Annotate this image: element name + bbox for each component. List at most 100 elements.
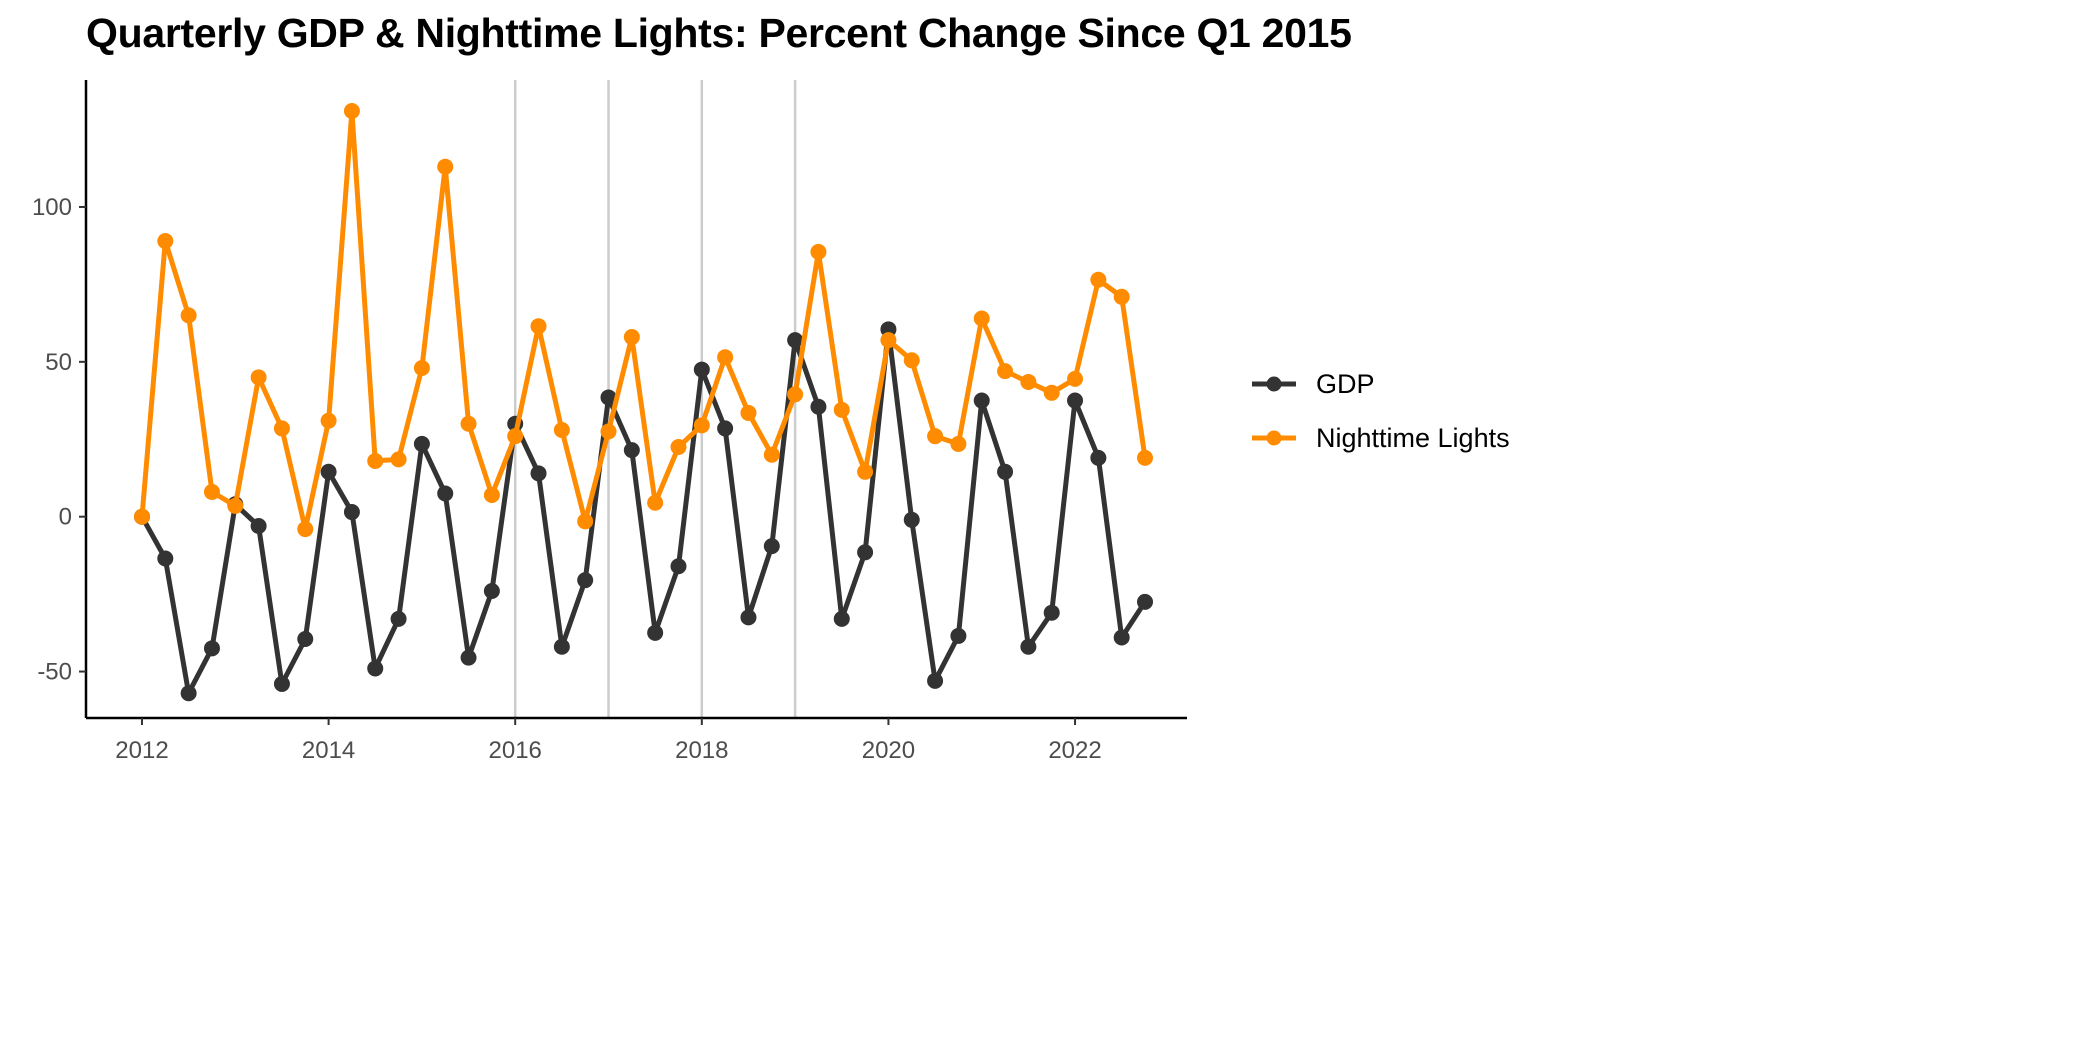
data-point-nighttime-lights <box>577 513 594 530</box>
data-point-nighttime-lights <box>717 349 734 366</box>
x-tick-label-2022: 2022 <box>1048 737 1101 764</box>
data-point-gdp <box>833 610 850 627</box>
data-point-gdp <box>1090 449 1107 466</box>
data-point-gdp <box>857 544 874 561</box>
y-tick-label-50: -50 <box>37 659 72 686</box>
legend-swatch-nighttime-lights <box>1252 430 1296 446</box>
data-point-gdp <box>600 389 617 406</box>
data-point-gdp <box>180 685 197 702</box>
data-point-nighttime-lights <box>740 404 757 421</box>
data-point-gdp <box>1137 593 1154 610</box>
data-point-gdp <box>273 675 290 692</box>
data-point-gdp <box>577 572 594 589</box>
data-point-gdp <box>367 660 384 677</box>
data-point-nighttime-lights <box>1067 370 1084 387</box>
data-point-gdp <box>763 538 780 555</box>
data-point-gdp <box>670 558 687 575</box>
data-point-gdp <box>950 627 967 644</box>
data-point-nighttime-lights <box>390 451 407 468</box>
data-point-nighttime-lights <box>763 446 780 463</box>
data-point-gdp <box>320 463 337 480</box>
data-point-gdp <box>530 465 547 482</box>
data-point-nighttime-lights <box>483 487 500 504</box>
data-point-nighttime-lights <box>157 233 174 250</box>
data-point-nighttime-lights <box>437 158 454 175</box>
line-chart: 2012 2014 2016 2018 2020 2022 -50 0 50 100 <box>32 80 1187 764</box>
legend-label-nighttime-lights: Nighttime Lights <box>1316 423 1510 453</box>
series-line-nighttime-lights <box>139 108 1148 532</box>
data-point-nighttime-lights <box>553 421 570 438</box>
data-point-gdp <box>740 609 757 626</box>
data-point-nighttime-lights <box>180 307 197 324</box>
data-point-gdp <box>297 631 314 648</box>
x-tick-label-2018: 2018 <box>675 737 728 764</box>
legend: GDP Nighttime Lights <box>1248 360 1548 468</box>
data-point-nighttime-lights <box>250 369 267 386</box>
data-point-nighttime-lights <box>647 494 664 511</box>
legend-label-gdp: GDP <box>1316 369 1375 399</box>
data-point-gdp <box>647 624 664 641</box>
data-point-nighttime-lights <box>693 417 710 434</box>
data-point-gdp <box>250 517 267 534</box>
data-point-nighttime-lights <box>203 483 220 500</box>
data-point-gdp <box>483 583 500 600</box>
data-point-nighttime-lights <box>927 428 944 445</box>
data-point-nighttime-lights <box>227 497 244 514</box>
data-point-gdp <box>1043 604 1060 621</box>
data-point-gdp <box>1067 392 1084 409</box>
data-point-nighttime-lights <box>973 310 990 327</box>
data-point-gdp <box>903 511 920 528</box>
data-point-gdp <box>1020 638 1037 655</box>
legend-item-nighttime-lights: Nighttime Lights <box>1248 414 1548 468</box>
data-point-nighttime-lights <box>787 386 804 403</box>
series-line-gdp <box>139 326 1148 696</box>
data-point-gdp <box>623 442 640 459</box>
data-point-gdp <box>437 485 454 502</box>
data-point-gdp <box>157 550 174 567</box>
data-point-nighttime-lights <box>273 420 290 437</box>
tick-labels: 2012 2014 2016 2018 2020 2022 -50 0 50 100 <box>32 194 1102 764</box>
data-point-nighttime-lights <box>623 329 640 346</box>
data-point-nighttime-lights <box>857 463 874 480</box>
data-point-nighttime-lights <box>833 401 850 418</box>
data-point-nighttime-lights <box>297 521 314 538</box>
data-point-nighttime-lights <box>507 428 524 445</box>
x-tick-label-2020: 2020 <box>862 737 915 764</box>
data-point-gdp <box>693 361 710 378</box>
chart-title: Quarterly GDP & Nighttime Lights: Percen… <box>86 10 1352 56</box>
data-point-nighttime-lights <box>997 363 1014 380</box>
x-tick-label-2012: 2012 <box>115 737 168 764</box>
data-point-nighttime-lights <box>460 415 477 432</box>
data-point-nighttime-lights <box>1043 384 1060 401</box>
data-point-gdp <box>810 398 827 415</box>
series-layer <box>133 102 1154 702</box>
data-point-nighttime-lights <box>1113 288 1130 305</box>
data-point-nighttime-lights <box>1137 449 1154 466</box>
data-point-gdp <box>973 392 990 409</box>
data-point-nighttime-lights <box>670 439 687 456</box>
series-nighttime-lights <box>133 102 1154 538</box>
data-point-nighttime-lights <box>903 352 920 369</box>
data-point-gdp <box>997 463 1014 480</box>
data-point-nighttime-lights <box>600 423 617 440</box>
data-point-gdp <box>553 638 570 655</box>
data-point-gdp <box>203 640 220 657</box>
data-point-nighttime-lights <box>133 508 150 525</box>
data-point-gdp <box>927 672 944 689</box>
data-point-nighttime-lights <box>950 435 967 452</box>
data-point-nighttime-lights <box>413 360 430 377</box>
data-point-gdp <box>787 332 804 349</box>
data-point-nighttime-lights <box>320 412 337 429</box>
data-point-nighttime-lights <box>880 332 897 349</box>
y-tick-label-0: 0 <box>59 504 72 531</box>
y-tick-label-100: 100 <box>32 194 72 221</box>
x-tick-label-2014: 2014 <box>302 737 355 764</box>
data-point-nighttime-lights <box>367 452 384 469</box>
data-point-gdp <box>413 435 430 452</box>
legend-swatch-gdp <box>1252 376 1296 392</box>
data-point-nighttime-lights <box>1020 373 1037 390</box>
data-point-gdp <box>717 420 734 437</box>
data-point-gdp <box>1113 629 1130 646</box>
axes <box>84 80 1187 720</box>
data-point-gdp <box>343 504 360 521</box>
